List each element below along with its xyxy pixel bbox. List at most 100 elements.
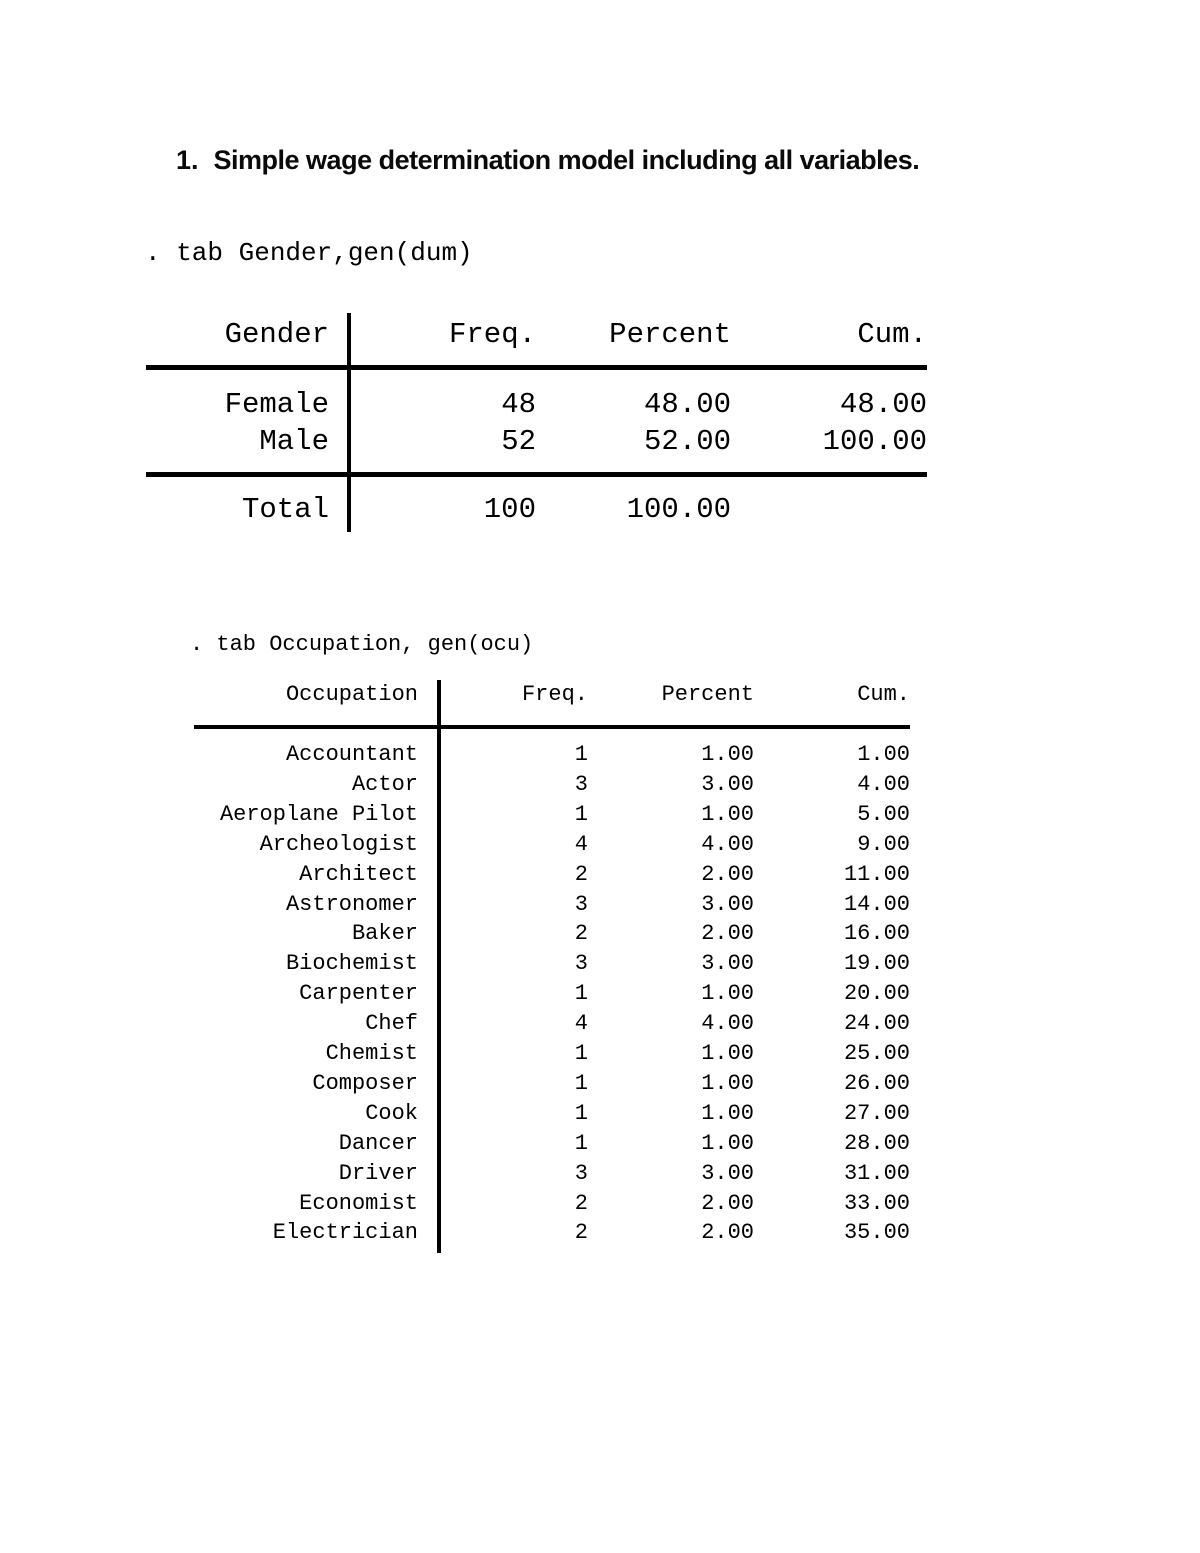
gender-table-percent-cell: 48.00 (643, 388, 731, 421)
occupation-table-cum-cell: 24.00 (843, 1011, 910, 1036)
column-header-cum: Cum. (857, 682, 910, 707)
occupation-table-cum-cell: 35.00 (843, 1220, 910, 1245)
occupation-table-cum-cell: 25.00 (843, 1041, 910, 1066)
gender-table-cum-cell: 48.00 (839, 388, 927, 421)
occupation-table-cum-cell: 20.00 (843, 981, 910, 1006)
occupation-table-percent-cell: 1.00 (701, 1041, 754, 1066)
occupation-table-percent-cell: 1.00 (701, 1071, 754, 1096)
table-row: Aeroplane Pilot 1 1.00 5.00 (194, 804, 910, 826)
gender-frequency-table: Gender Freq. Percent Cum. Total 100 100.00 Fe… (146, 313, 927, 532)
occupation-table-percent-cell: 4.00 (701, 1011, 754, 1036)
occupation-table-freq-cell: 1 (574, 1101, 588, 1126)
occupation-table-label-cell: Baker (351, 921, 418, 946)
occupation-table-cum-cell: 11.00 (843, 862, 910, 887)
stata-command-tab-occupation: . tab Occupation, gen(ocu) (190, 632, 534, 657)
column-header-percent: Percent (609, 318, 731, 351)
occupation-table-cum-cell: 33.00 (843, 1191, 910, 1216)
occupation-table-freq-cell: 2 (574, 1191, 588, 1216)
occupation-table-percent-cell: 3.00 (701, 951, 754, 976)
gender-table-percent-cell: 52.00 (643, 425, 731, 458)
occupation-table-label-cell: Astronomer (285, 892, 418, 917)
gender-table-cum-cell: 100.00 (822, 425, 927, 458)
occupation-table-label-cell: Architect (299, 862, 418, 887)
occupation-table-label-cell: Aeroplane Pilot (219, 802, 418, 827)
gender-table-freq-cell: 48 (501, 388, 536, 421)
occupation-table-cum-cell: 5.00 (857, 802, 910, 827)
occupation-table-freq-cell: 2 (574, 1220, 588, 1245)
column-header-gender: Gender (224, 318, 329, 351)
occupation-table-cum-cell: 28.00 (843, 1131, 910, 1156)
occupation-table-freq-cell: 1 (574, 1131, 588, 1156)
occupation-table-freq-cell: 1 (574, 1041, 588, 1066)
table-row: Baker 2 2.00 16.00 (194, 923, 910, 945)
occupation-table-label-cell: Chef (365, 1011, 418, 1036)
column-header-percent: Percent (661, 682, 754, 707)
table-row: Chemist 1 1.00 25.00 (194, 1043, 910, 1065)
occupation-table-percent-cell: 2.00 (701, 1220, 754, 1245)
occupation-table-freq-cell: 1 (574, 981, 588, 1006)
occupation-table-label-cell: Accountant (285, 742, 418, 767)
total-label-cell: Total (241, 493, 329, 526)
horizontal-rule-bottom (146, 472, 927, 477)
table-row: Accountant 1 1.00 1.00 (194, 744, 910, 766)
occupation-table-label-cell: Archeologist (259, 832, 418, 857)
occupation-table-cum-cell: 9.00 (857, 832, 910, 857)
occupation-table-percent-cell: 1.00 (701, 802, 754, 827)
occupation-table-label-cell: Dancer (338, 1131, 418, 1156)
table-row: Astronomer 3 3.00 14.00 (194, 894, 910, 916)
occupation-table-percent-cell: 2.00 (701, 921, 754, 946)
occupation-table-percent-cell: 4.00 (701, 832, 754, 857)
occupation-table-cum-cell: 19.00 (843, 951, 910, 976)
horizontal-rule-top (146, 365, 927, 370)
section-heading: 1. Simple wage determination model includ… (176, 143, 920, 177)
occupation-table-label-cell: Composer (312, 1071, 418, 1096)
occupation-table-label-cell: Electrician (272, 1220, 418, 1245)
occupation-table-percent-cell: 1.00 (701, 742, 754, 767)
occupation-table-freq-cell: 2 (574, 862, 588, 887)
occupation-table-label-cell: Economist (299, 1191, 418, 1216)
column-header-freq: Freq. (448, 318, 536, 351)
table-header-row: Occupation Freq. Percent Cum. (194, 684, 910, 706)
occupation-table-freq-cell: 3 (574, 1161, 588, 1186)
occupation-table-label-cell: Biochemist (285, 951, 418, 976)
occupation-table-label-cell: Actor (351, 772, 418, 797)
occupation-table-freq-cell: 3 (574, 951, 588, 976)
table-row: Economist 2 2.00 33.00 (194, 1193, 910, 1215)
table-row: Chef 4 4.00 24.00 (194, 1013, 910, 1035)
occupation-table-percent-cell: 3.00 (701, 1161, 754, 1186)
occupation-table-freq-cell: 1 (574, 1071, 588, 1096)
occupation-table-freq-cell: 1 (574, 742, 588, 767)
column-header-freq: Freq. (521, 682, 588, 707)
occupation-table-percent-cell: 3.00 (701, 892, 754, 917)
occupation-table-percent-cell: 3.00 (701, 772, 754, 797)
occupation-table-label-cell: Cook (365, 1101, 418, 1126)
table-row: Carpenter 1 1.00 20.00 (194, 983, 910, 1005)
occupation-table-freq-cell: 4 (574, 832, 588, 857)
occupation-table-percent-cell: 1.00 (701, 981, 754, 1006)
occupation-table-freq-cell: 3 (574, 772, 588, 797)
occupation-table-cum-cell: 27.00 (843, 1101, 910, 1126)
occupation-table-label-cell: Chemist (325, 1041, 418, 1066)
gender-table-label-cell: Female (224, 388, 329, 421)
occupation-table-freq-cell: 2 (574, 921, 588, 946)
occupation-table-cum-cell: 16.00 (843, 921, 910, 946)
table-row: Architect 2 2.00 11.00 (194, 864, 910, 886)
heading-number: 1. (176, 145, 199, 175)
occupation-table-percent-cell: 2.00 (701, 862, 754, 887)
gender-table-label-cell: Male (259, 425, 329, 458)
table-header-row: Gender Freq. Percent Cum. (146, 320, 927, 349)
occupation-table-cum-cell: 1.00 (857, 742, 910, 767)
gender-table-freq-cell: 52 (501, 425, 536, 458)
occupation-table-percent-cell: 1.00 (701, 1131, 754, 1156)
occupation-table-label-cell: Carpenter (299, 981, 418, 1006)
table-row: Archeologist 4 4.00 9.00 (194, 834, 910, 856)
occupation-table-cum-cell: 26.00 (843, 1071, 910, 1096)
occupation-table-percent-cell: 2.00 (701, 1191, 754, 1216)
table-row: Male 52 52.00 100.00 (146, 427, 927, 456)
occupation-table-freq-cell: 3 (574, 892, 588, 917)
occupation-frequency-table: Occupation Freq. Percent Cum. Accountant 1 1.… (194, 680, 910, 1253)
total-freq-cell: 100 (483, 493, 536, 526)
heading-text: Simple wage determination model includin… (213, 145, 920, 175)
